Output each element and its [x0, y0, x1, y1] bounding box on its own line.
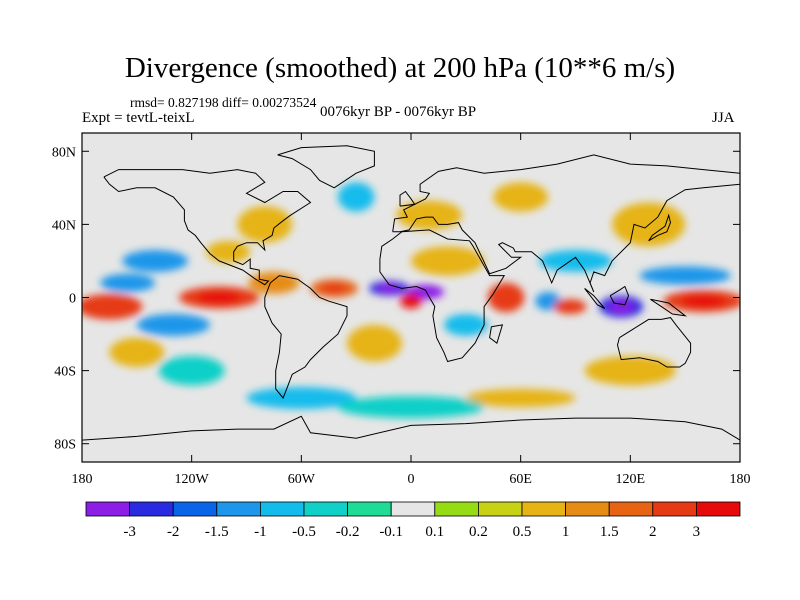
anomaly-region [122, 249, 189, 272]
anomaly-region [465, 388, 576, 408]
colorbar-swatch [608, 501, 654, 517]
coastline-japan [648, 213, 672, 242]
colorbar-swatch [477, 501, 523, 517]
x-tick-label: 120W [175, 472, 210, 487]
colorbar-swatch [216, 501, 261, 517]
anomaly-region [246, 387, 357, 409]
x-tick-label: 60E [509, 472, 532, 487]
colorbar-swatch [696, 501, 741, 517]
colorbar-label: -3 [123, 524, 136, 540]
colorbar-label: 0.1 [425, 524, 444, 540]
colorbar-label: 1 [562, 524, 570, 540]
colorbar-label: -1 [254, 524, 267, 540]
anomaly-region [337, 396, 485, 419]
coastline-south-america [264, 275, 348, 399]
anomaly-contours [82, 182, 740, 419]
colorbar-swatch [303, 501, 348, 517]
anomaly-region [100, 273, 156, 293]
colorbar-label: 2 [649, 524, 657, 540]
colorbar-swatch [85, 501, 130, 517]
colorbar: -3 -2 -1.5 -1 -0.5 -0.2 -0.1 0.1 0.2 0.5 1 1.5 2 3 [85, 501, 741, 540]
anomaly-region [237, 206, 293, 243]
x-tick-label: 120E [616, 472, 646, 487]
anomaly-region [396, 200, 463, 230]
anomaly-region [248, 271, 300, 294]
anomaly-core [495, 289, 517, 306]
colorbar-swatch [172, 501, 218, 517]
rmsd-diff-stats: rmsd= 0.827198 diff= 0.00273524 [130, 95, 317, 110]
coastline-eurasia [392, 154, 740, 293]
anomaly-core [415, 287, 436, 297]
y-tick-label: 80N [52, 145, 76, 160]
colorbar-label: 0.5 [513, 524, 532, 540]
coastline-sumatra [584, 288, 606, 309]
y-tick-label: 40N [52, 218, 76, 233]
colorbar-swatch [652, 501, 697, 517]
coastline-north-america [103, 169, 312, 286]
anomaly-region [136, 313, 210, 336]
coastline-antarctica [82, 415, 740, 441]
season-label: JJA [712, 110, 735, 126]
colorbar-swatch [129, 501, 174, 517]
anomaly-region [639, 266, 731, 285]
coastline-greenland [277, 145, 375, 189]
colorbar-swatch [521, 501, 566, 517]
colorbar-label: -0.1 [379, 524, 403, 540]
coastlines [82, 145, 740, 441]
coastline-madagascar [489, 324, 504, 345]
anomaly-region [206, 240, 251, 263]
coastline-australia [616, 317, 692, 368]
anomaly-region [109, 337, 165, 367]
colorbar-swatch [259, 501, 305, 517]
colorbar-label: -1.5 [205, 524, 229, 540]
coastline-new-guinea [650, 298, 687, 317]
anomaly-region [538, 249, 613, 272]
colorbar-label: 0.2 [469, 524, 488, 540]
coastline-africa [379, 229, 506, 363]
colorbar-label: -0.2 [336, 524, 360, 540]
anomaly-core [321, 283, 348, 294]
anomaly-region [493, 182, 549, 212]
colorbar-swatch [390, 501, 436, 517]
anomaly-region [411, 246, 485, 276]
x-tick-label: 60W [288, 472, 316, 487]
anomaly-region [584, 355, 677, 386]
x-tick-label: 0 [408, 472, 415, 487]
anomaly-core [404, 297, 418, 306]
y-tick-label: 0 [69, 292, 76, 307]
anomaly-core [378, 284, 401, 293]
colorbar-label: 1.5 [600, 524, 619, 540]
anomaly-region [347, 324, 402, 362]
x-tick-label: 180 [730, 472, 751, 487]
anomaly-region [337, 182, 375, 212]
field-layer [82, 133, 740, 462]
colorbar-swatch [434, 501, 479, 517]
colorbar-label: -0.5 [292, 524, 316, 540]
x-tick-label: 180 [72, 472, 93, 487]
colorbar-swatch [347, 501, 392, 517]
experiment-label: Expt = tevtL-teixL [82, 110, 195, 126]
anomaly-core [560, 302, 580, 311]
anomaly-core [681, 295, 726, 308]
colorbar-label: -2 [167, 524, 180, 540]
y-tick-label: 40S [54, 365, 76, 380]
anomaly-core [609, 300, 634, 313]
coastline-uk [399, 190, 416, 207]
y-tick-label: 80S [54, 438, 76, 453]
colorbar-label: 3 [693, 524, 701, 540]
chart-title: Divergence (smoothed) at 200 hPa (10**6 … [124, 52, 676, 84]
anomaly-region [158, 355, 225, 386]
anomaly-core [196, 291, 242, 304]
anomaly-core [91, 299, 128, 314]
period-label: 0076kyr BP - 0076kyr BP [320, 104, 477, 120]
colorbar-swatch [565, 501, 610, 517]
anomaly-region [443, 313, 488, 336]
x-axis: 180 120W 60W 0 60E 120E 180 [72, 133, 751, 487]
coastline-borneo [609, 285, 630, 306]
y-axis: 80N 40N 0 40S 80S [52, 145, 740, 453]
